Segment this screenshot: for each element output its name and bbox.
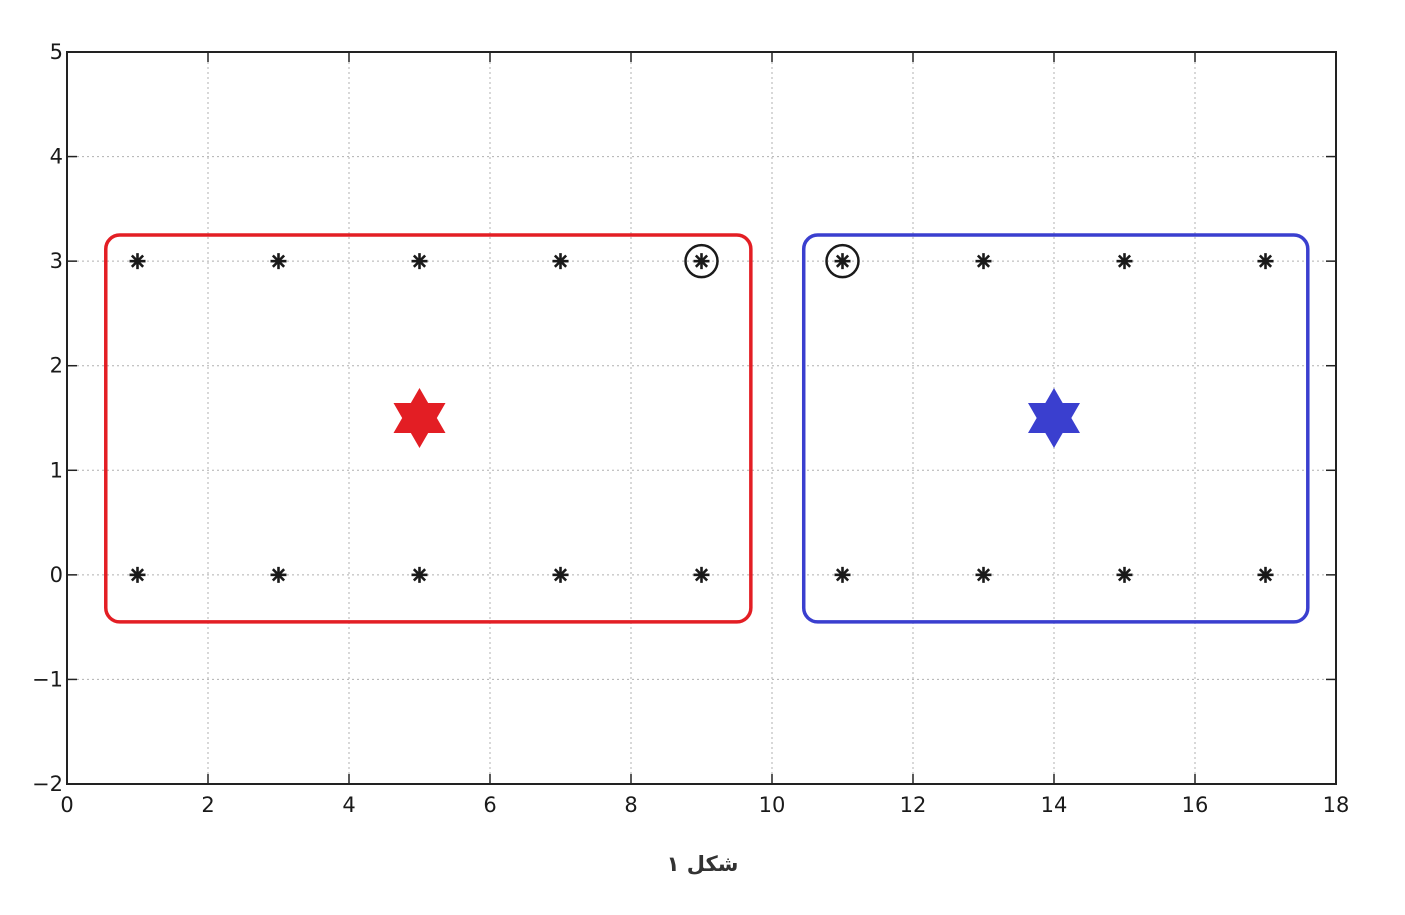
y-tick-label: 0 <box>50 563 63 587</box>
y-tick-label: 3 <box>50 249 63 273</box>
data-point <box>1116 253 1133 270</box>
figure-caption: شکل ۱ <box>666 852 739 876</box>
x-tick-label: 4 <box>342 793 355 817</box>
x-tick-label: 8 <box>624 793 637 817</box>
data-point <box>411 566 428 583</box>
data-point <box>552 566 569 583</box>
data-point <box>129 253 146 270</box>
cluster-centroid-star <box>1028 388 1080 448</box>
cluster-box <box>801 233 1310 624</box>
x-tick-label: 16 <box>1182 793 1209 817</box>
x-tick-label: 2 <box>201 793 214 817</box>
x-tick-label: 14 <box>1041 793 1068 817</box>
data-point <box>1257 566 1274 583</box>
data-point <box>975 253 992 270</box>
data-point <box>1257 253 1274 270</box>
y-tick-label: −1 <box>32 667 63 691</box>
clusters <box>104 233 1310 624</box>
data-point <box>1116 566 1133 583</box>
data-point <box>834 566 851 583</box>
data-point <box>270 253 287 270</box>
data-point <box>552 253 569 270</box>
cluster-centroid-star <box>393 388 446 448</box>
x-tick-label: 10 <box>759 793 786 817</box>
points <box>129 243 1274 583</box>
x-tick-labels: 0 2 4 6 8 10 12 14 16 18 <box>60 793 1349 817</box>
cluster-box <box>104 233 753 624</box>
circled-point-marker <box>825 243 860 279</box>
y-tick-label: 5 <box>50 40 63 64</box>
data-point <box>834 253 851 270</box>
y-tick-labels: −2 −1 0 1 2 3 4 5 <box>32 40 63 796</box>
plot-background <box>67 52 1336 784</box>
data-point <box>270 566 287 583</box>
circled-point-marker <box>684 243 719 279</box>
data-point <box>693 253 710 270</box>
y-tick-label: 4 <box>50 145 63 169</box>
data-point <box>129 566 146 583</box>
y-tick-label: 2 <box>50 354 63 378</box>
y-tick-label: −2 <box>32 772 63 796</box>
data-point <box>975 566 992 583</box>
x-tick-label: 0 <box>60 793 73 817</box>
x-tick-label: 18 <box>1323 793 1350 817</box>
data-point <box>411 253 428 270</box>
x-tick-label: 12 <box>900 793 927 817</box>
plot-frame <box>66 51 1337 785</box>
data-point <box>693 566 710 583</box>
x-tick-label: 6 <box>483 793 496 817</box>
y-tick-label: 1 <box>50 458 63 482</box>
